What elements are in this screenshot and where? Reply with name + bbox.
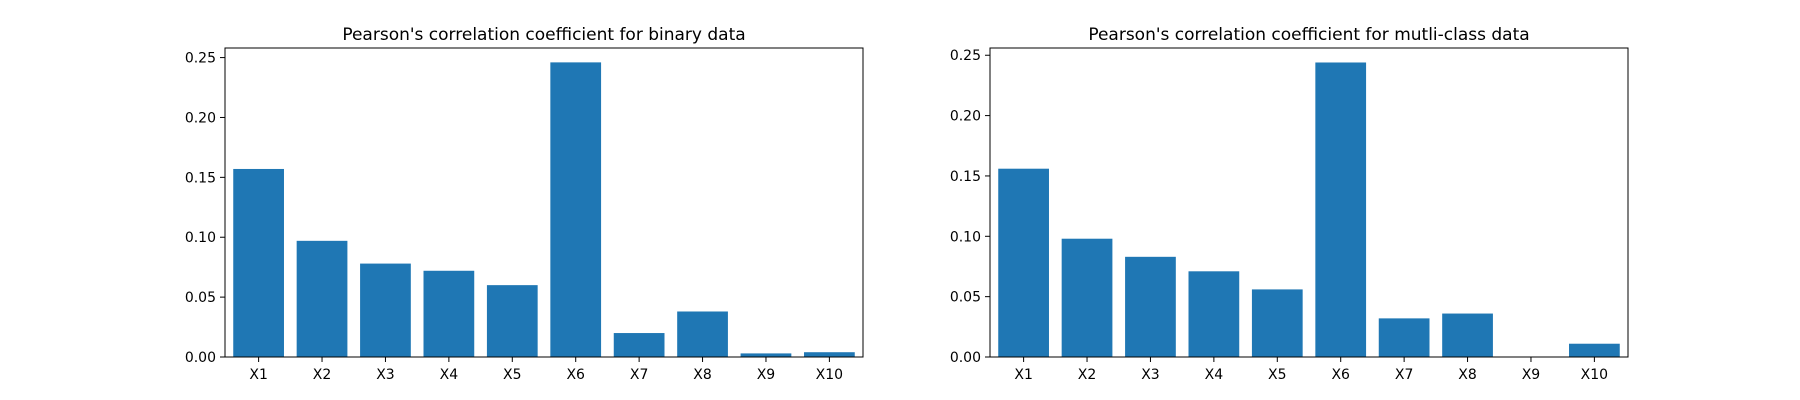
y-axis-binary: 0.00 0.05 0.10 0.15 0.20 0.25: [185, 51, 225, 366]
y-tick-label: 0.10: [185, 230, 216, 246]
bar-x5: [1251, 289, 1303, 357]
bar-x2: [1061, 238, 1113, 357]
bar-x8: [1442, 313, 1493, 357]
x-tick-label: X4: [1205, 367, 1224, 383]
y-tick-label: 0.20: [185, 110, 216, 126]
x-axis-binary: X1 X2 X3 X4 X5 X6 X7 X8 X9 X10: [249, 357, 843, 383]
x-tick-label: X6: [566, 367, 585, 383]
x-tick-label: X5: [503, 367, 522, 383]
y-tick-label: 0.25: [950, 48, 981, 64]
x-tick-label: X1: [249, 367, 268, 383]
chart-binary: Pearson's correlation coefficient for bi…: [185, 25, 864, 383]
chart-title-multiclass: Pearson's correlation coefficient for mu…: [1088, 25, 1529, 45]
bar-x5: [486, 285, 538, 357]
chart-multiclass: Pearson's correlation coefficient for mu…: [950, 25, 1629, 383]
y-tick-label: 0.25: [185, 51, 216, 67]
bar-x7: [1378, 318, 1430, 357]
x-tick-label: X3: [376, 367, 395, 383]
x-tick-label: X7: [1395, 367, 1414, 383]
bar-x10: [1569, 343, 1620, 357]
bar-x7: [613, 333, 665, 357]
y-tick-label: 0.15: [185, 170, 216, 186]
y-tick-label: 0.05: [185, 290, 216, 306]
bar-x1: [233, 168, 284, 357]
x-tick-label: X6: [1331, 367, 1350, 383]
bar-x8: [677, 311, 728, 357]
x-tick-label: X3: [1141, 367, 1160, 383]
y-tick-label: 0.10: [950, 229, 981, 245]
chart-title-binary: Pearson's correlation coefficient for bi…: [342, 25, 745, 45]
plot-frame-binary: [224, 47, 864, 358]
x-tick-label: X10: [816, 367, 843, 383]
bar-x9: [740, 353, 792, 357]
bar-x10: [804, 352, 855, 357]
x-tick-label: X1: [1014, 367, 1033, 383]
y-tick-label: 0.15: [950, 169, 981, 185]
x-tick-label: X7: [630, 367, 649, 383]
x-tick-label: X9: [1522, 367, 1541, 383]
bar-x3: [360, 263, 411, 357]
bar-x4: [1188, 271, 1240, 357]
x-tick-label: X5: [1268, 367, 1287, 383]
bar-x1: [998, 168, 1049, 357]
x-tick-label: X8: [693, 367, 712, 383]
y-axis-multiclass: 0.00 0.05 0.10 0.15 0.20 0.25: [950, 48, 990, 366]
y-tick-label: 0.00: [185, 350, 216, 366]
bar-x6: [550, 62, 602, 357]
bar-x2: [296, 240, 348, 357]
x-tick-label: X2: [313, 367, 332, 383]
y-tick-label: 0.05: [950, 290, 981, 306]
x-tick-label: X10: [1581, 367, 1608, 383]
y-tick-label: 0.20: [950, 109, 981, 125]
bar-x6: [1315, 62, 1367, 357]
plot-frame-multiclass: [989, 47, 1629, 358]
x-tick-label: X4: [440, 367, 459, 383]
x-tick-label: X8: [1458, 367, 1477, 383]
bars-multiclass: [998, 62, 1620, 357]
y-tick-label: 0.00: [950, 350, 981, 366]
x-axis-multiclass: X1 X2 X3 X4 X5 X6 X7 X8 X9 X10: [1014, 357, 1608, 383]
x-tick-label: X2: [1078, 367, 1097, 383]
bars-binary: [233, 62, 855, 357]
bar-x4: [423, 270, 475, 357]
x-tick-label: X9: [757, 367, 776, 383]
bar-x3: [1125, 256, 1176, 357]
